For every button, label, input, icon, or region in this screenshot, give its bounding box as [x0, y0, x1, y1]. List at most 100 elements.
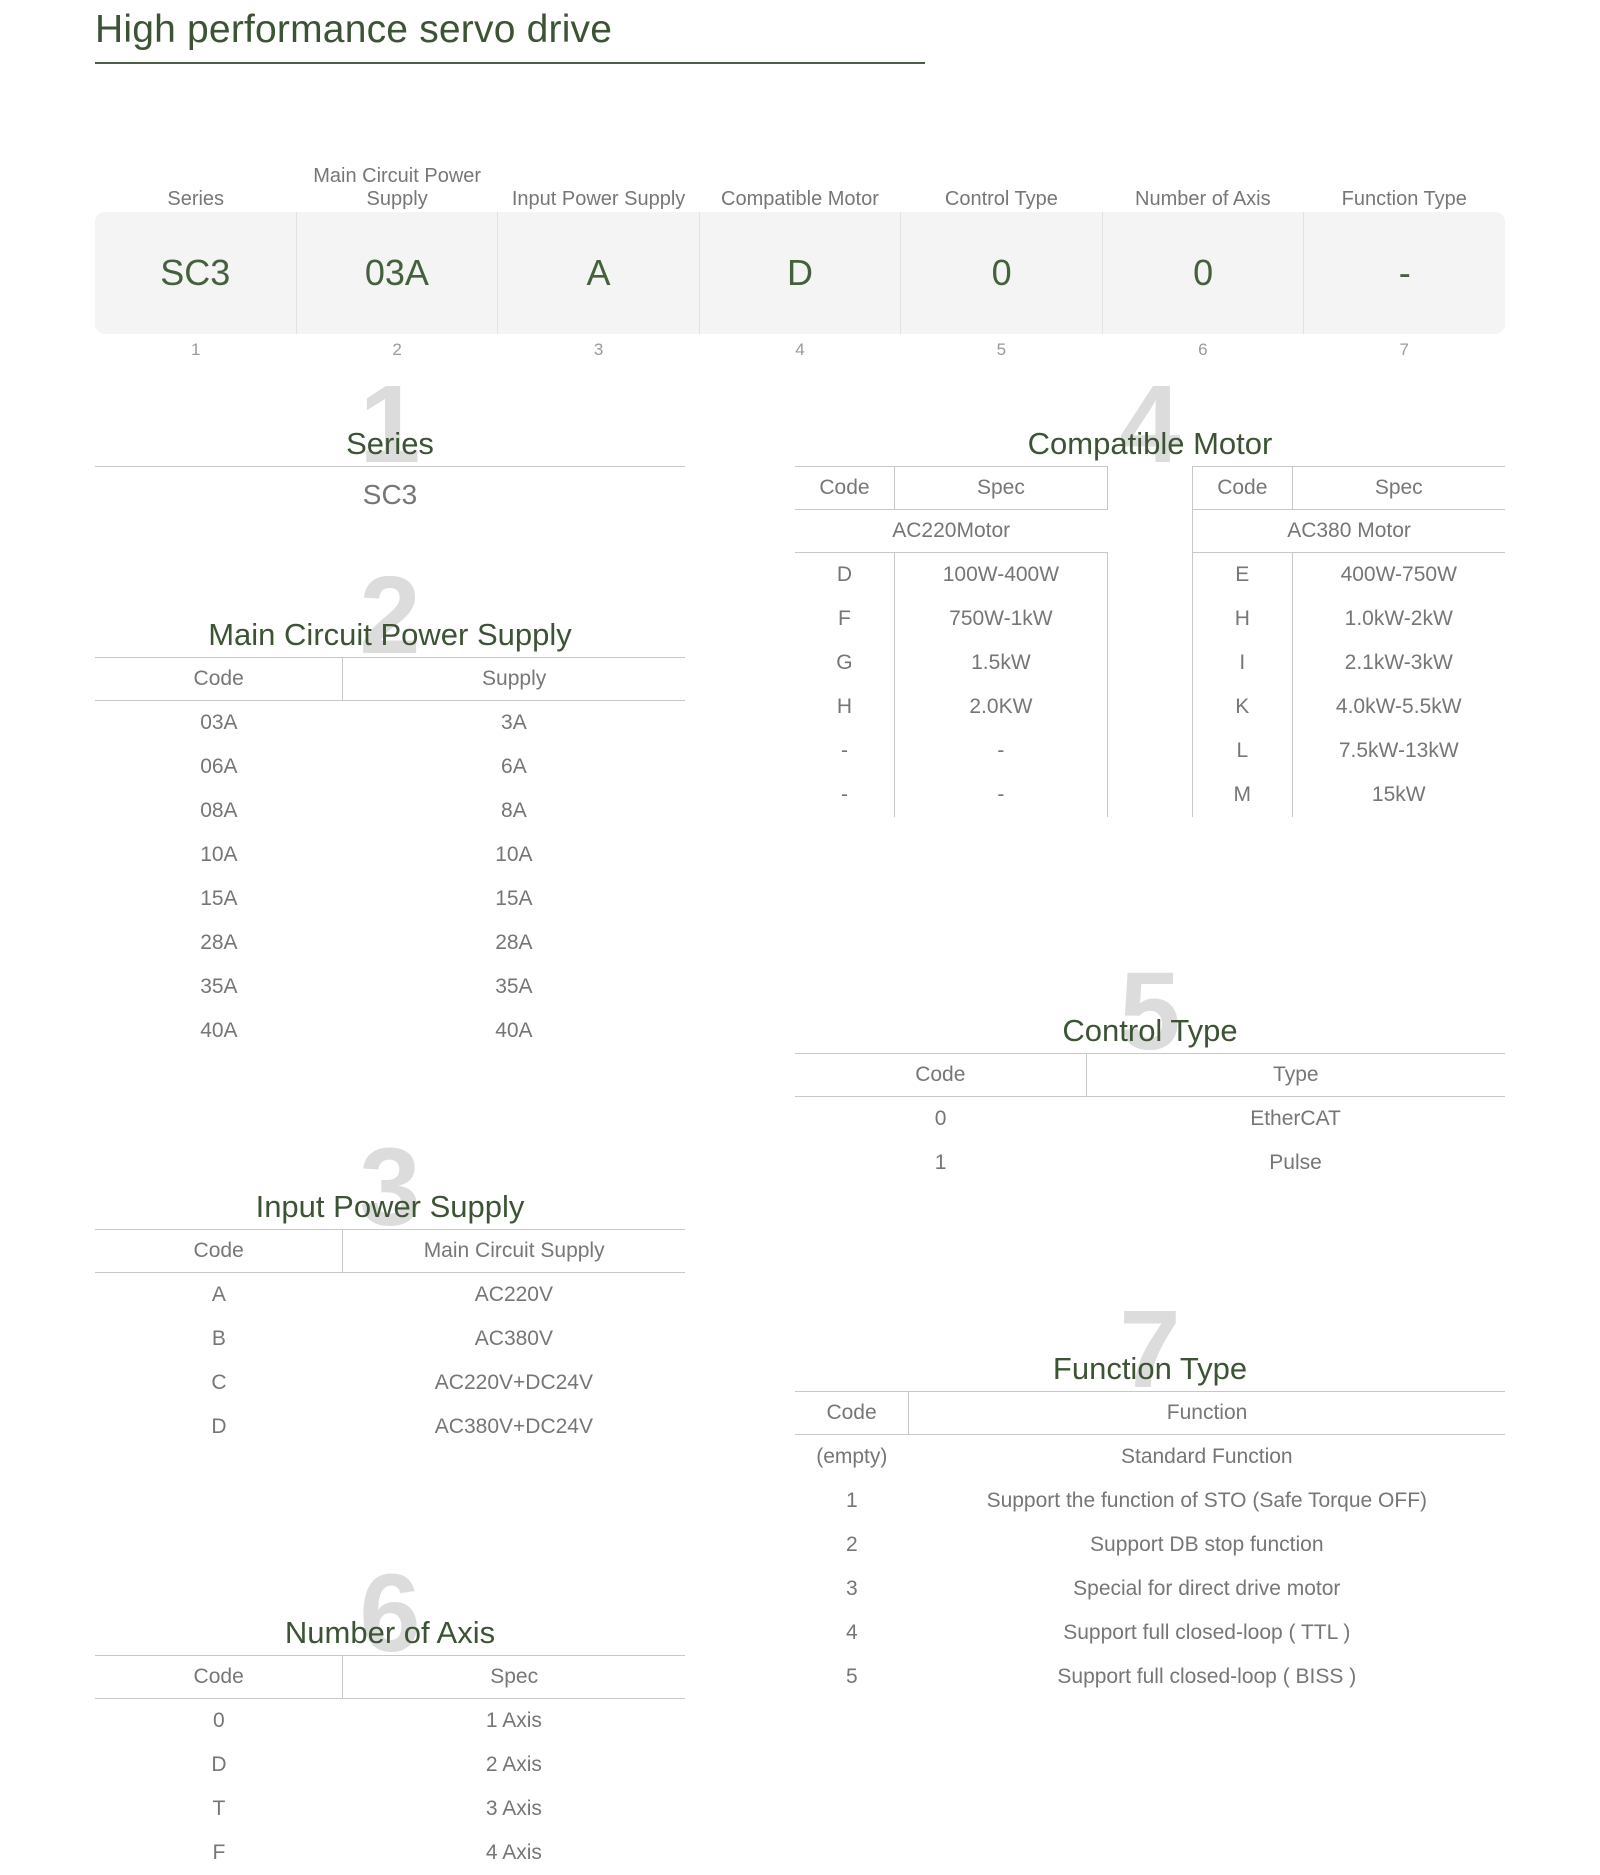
cell-spec-right: 7.5kW-13kW: [1291, 729, 1505, 773]
cell-code-right: M: [1192, 773, 1292, 817]
table-row: 40A 40A: [95, 1009, 685, 1053]
cell-code-left: H: [836, 695, 853, 718]
section-motor-header: 4 Compatible Motor: [795, 370, 1505, 480]
cell-code: 1: [934, 1151, 947, 1174]
code-label-control: Control Type: [944, 188, 1058, 211]
table-header-row: Code Function: [795, 1391, 1505, 1435]
table-row: 1 Pulse: [795, 1141, 1505, 1185]
cell-spec-left: -: [893, 773, 1108, 817]
function-type-table: Code Function (empty) Standard Function 1…: [795, 1391, 1505, 1699]
cell-supply: 35A: [495, 975, 533, 998]
cell-spec-right: 2.1kW-3kW: [1291, 641, 1505, 685]
cell-spec-right: 1.0kW-2kW: [1291, 597, 1505, 641]
table-row: 15A 15A: [95, 877, 685, 921]
code-label-function: Function Type: [1341, 188, 1467, 211]
section-compatible-motor: 4 Compatible Motor Code Spec Code Spec A…: [795, 370, 1505, 817]
table-row: F 4 Axis: [95, 1831, 685, 1875]
cell-spec-left: 100W-400W: [893, 552, 1108, 597]
section-motor-title: Compatible Motor: [1027, 426, 1273, 461]
section-series: 1 Series SC3: [95, 370, 685, 511]
cell-supply: 28A: [495, 931, 533, 954]
cell-code: 0: [934, 1107, 947, 1130]
cell-code: 1: [845, 1489, 858, 1512]
input-power-table: Code Main Circuit Supply A AC220V B AC380V…: [95, 1229, 685, 1449]
gap-column: [1107, 773, 1192, 817]
gap-column: [1107, 685, 1192, 729]
code-label-row: Series Main Circuit Power Supply Input P…: [95, 150, 1505, 212]
table-row: D 100W-400W E 400W-750W: [795, 552, 1505, 598]
cell-code: D: [211, 1415, 227, 1438]
group-label-ac380: AC380 Motor: [1192, 509, 1505, 553]
cell-code-right: H: [1192, 597, 1292, 641]
code-index-6: 6: [1198, 340, 1208, 359]
code-value-input-power: A: [497, 212, 699, 334]
gap-column: [1107, 553, 1192, 598]
spacer: [95, 1449, 685, 1569]
section-series-title: Series: [346, 426, 434, 461]
cell-supply: 10A: [495, 843, 533, 866]
table-row: 3 Special for direct drive motor: [795, 1567, 1505, 1611]
watermark-number-5: 5: [1119, 950, 1181, 1073]
cell-function: Special for direct drive motor: [1073, 1577, 1341, 1600]
col-header-code: Code: [95, 1655, 343, 1699]
table-row: 10A 10A: [95, 833, 685, 877]
table-row: (empty) Standard Function: [795, 1435, 1505, 1480]
cell-function: Support DB stop function: [1090, 1533, 1324, 1556]
cell-code: 2: [845, 1533, 858, 1556]
section-series-header: 1 Series: [95, 370, 685, 480]
code-value-function: -: [1303, 212, 1505, 334]
model-code-breakdown: Series Main Circuit Power Supply Input P…: [95, 150, 1505, 360]
watermark-number-4: 4: [1119, 363, 1181, 486]
section-function-title: Function Type: [1052, 1351, 1248, 1386]
cell-spec: 2 Axis: [485, 1753, 542, 1776]
table-row: 4 Support full closed-loop ( TTL ): [795, 1611, 1505, 1655]
gap-column: [1107, 641, 1192, 685]
cell-supply: AC220V: [474, 1283, 553, 1306]
table-row: D AC380V+DC24V: [95, 1405, 685, 1449]
col-header-code: Code: [795, 1391, 909, 1435]
cell-spec-right: 4.0kW-5.5kW: [1291, 685, 1505, 729]
right-column: 4 Compatible Motor Code Spec Code Spec A…: [795, 370, 1505, 1699]
section-input-power-header: 3 Input Power Supply: [95, 1133, 685, 1243]
table-header-row: Code Main Circuit Supply: [95, 1229, 685, 1273]
cell-spec-left: 2.0KW: [893, 685, 1108, 729]
col-header-supply: Supply: [342, 657, 685, 701]
code-value-axis: 0: [1101, 212, 1304, 334]
cell-supply: AC380V: [474, 1327, 553, 1350]
cell-supply: 8A: [501, 799, 527, 822]
table-header-row: Code Type: [795, 1053, 1505, 1097]
section-axis-title: Number of Axis: [284, 1615, 496, 1650]
table-row: - - M 15kW: [795, 773, 1505, 817]
table-header-row: Code Spec Code Spec: [795, 466, 1505, 510]
cell-code: 06A: [200, 755, 238, 778]
cell-function: Support the function of STO (Safe Torque…: [986, 1489, 1428, 1512]
cell-code: 03A: [200, 711, 238, 734]
section-input-power-title: Input Power Supply: [255, 1189, 525, 1224]
col-header-code-right: Code: [1192, 466, 1292, 510]
spacer: [795, 817, 1505, 967]
cell-code: 35A: [200, 975, 238, 998]
table-row: A AC220V: [95, 1273, 685, 1318]
cell-supply: AC220V+DC24V: [434, 1371, 593, 1394]
code-index-2: 2: [392, 340, 402, 359]
col-header-code-left: Code: [795, 466, 895, 510]
table-row: 2 Support DB stop function: [795, 1523, 1505, 1567]
cell-spec: 1 Axis: [485, 1709, 542, 1732]
table-header-row: Code Spec: [95, 1655, 685, 1699]
cell-code-right: K: [1192, 685, 1292, 729]
cell-code: 15A: [200, 887, 238, 910]
col-header-code: Code: [95, 1229, 343, 1273]
page-header: High performance servo drive: [95, 8, 925, 64]
cell-type: Pulse: [1269, 1151, 1322, 1174]
page-title: High performance servo drive: [95, 8, 613, 51]
cell-spec: 4 Axis: [485, 1841, 542, 1864]
col-header-type: Type: [1085, 1053, 1505, 1097]
cell-code: 0: [213, 1709, 225, 1732]
section-axis-header: 6 Number of Axis: [95, 1559, 685, 1669]
series-value: SC3: [95, 466, 685, 511]
cell-code: 5: [845, 1665, 858, 1688]
cell-code-left: G: [836, 651, 853, 674]
code-label-main-circuit: Main Circuit Power Supply: [313, 164, 482, 211]
cell-function: Standard Function: [1120, 1445, 1293, 1468]
code-value-motor: D: [698, 212, 901, 334]
